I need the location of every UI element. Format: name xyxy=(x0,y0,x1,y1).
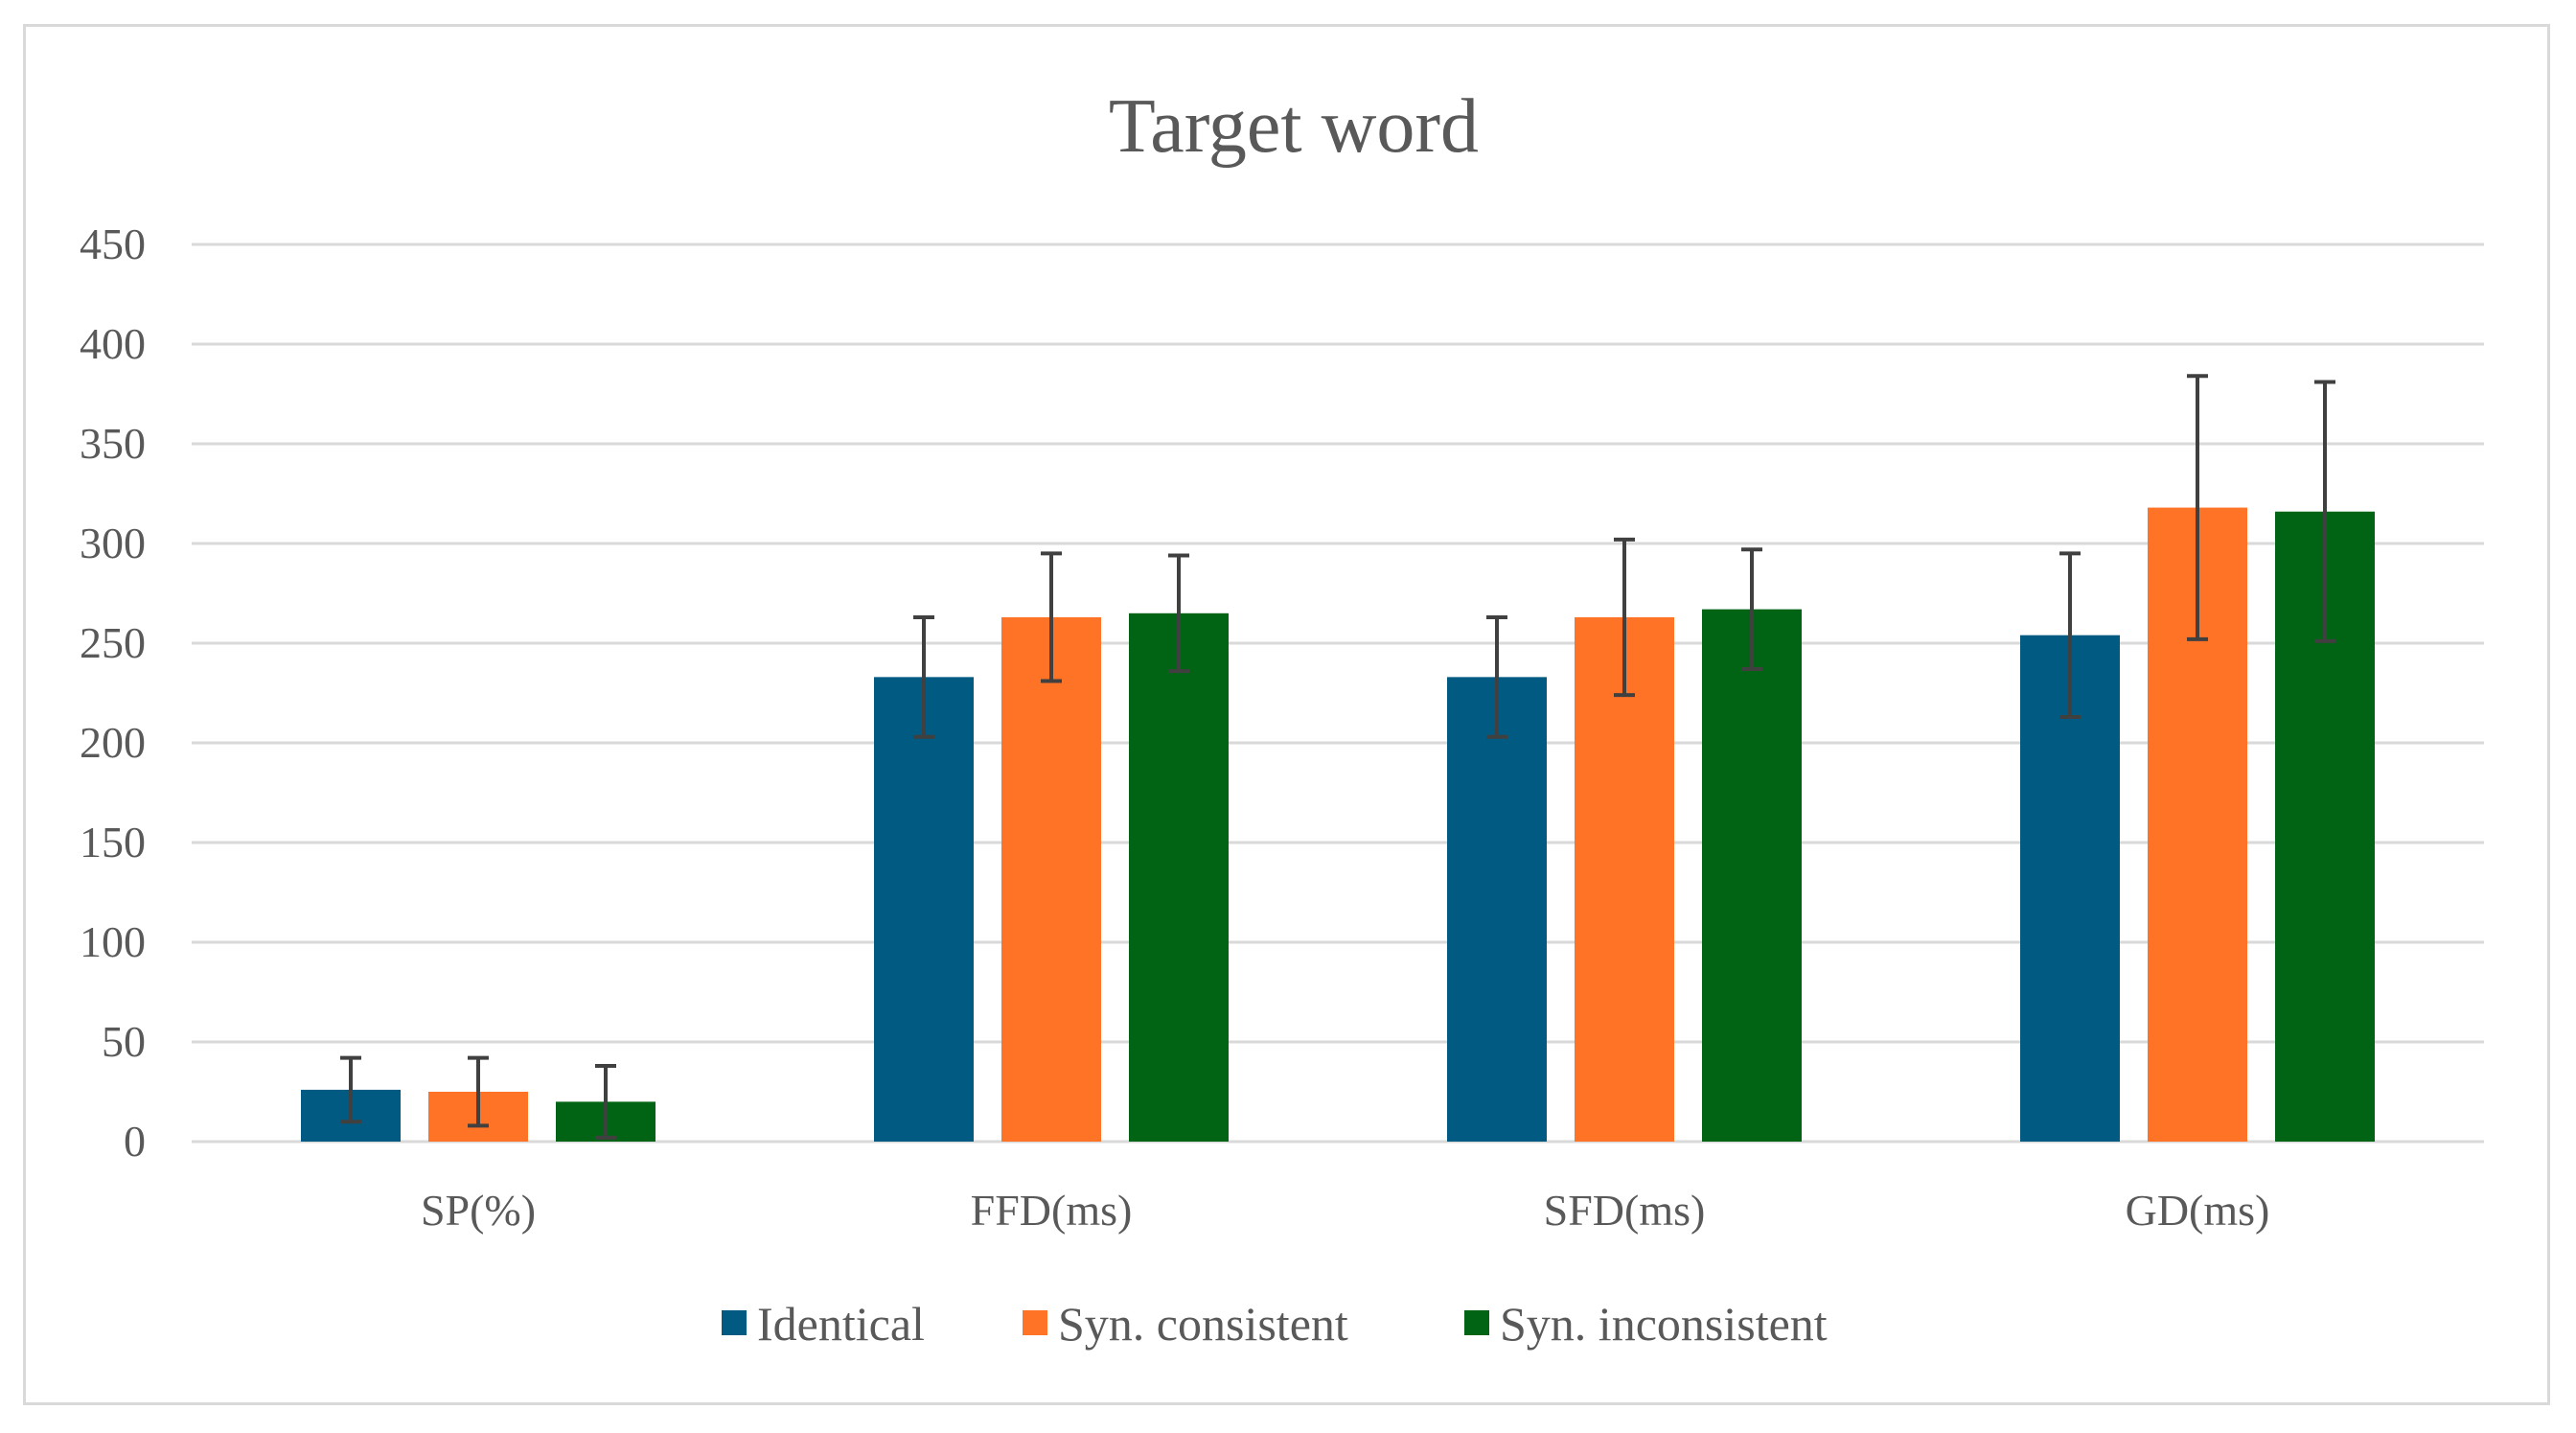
legend-label: Syn. inconsistent xyxy=(1500,1297,1828,1351)
y-tick-label: 400 xyxy=(80,319,146,368)
bar xyxy=(1001,616,1101,1142)
x-axis-ticks: SP(%) FFD(ms) SFD(ms) GD(ms) xyxy=(421,1186,2269,1235)
y-tick-label: 150 xyxy=(80,818,146,867)
y-tick-label: 350 xyxy=(80,419,146,468)
chart-frame xyxy=(23,24,2550,1405)
legend-swatch xyxy=(1023,1310,1047,1335)
chart-title: Target word xyxy=(1109,84,1479,169)
error-bars xyxy=(340,374,2335,1140)
bar xyxy=(1575,616,1674,1142)
legend-label: Identical xyxy=(757,1297,925,1351)
bar xyxy=(1447,677,1547,1142)
y-tick-label: 50 xyxy=(102,1017,146,1066)
bar xyxy=(1129,612,1229,1142)
gridlines xyxy=(192,243,2484,1144)
bars xyxy=(301,507,2375,1142)
legend-swatch xyxy=(722,1310,747,1335)
y-tick-label: 200 xyxy=(80,718,146,767)
x-tick-label: SP(%) xyxy=(421,1186,536,1235)
bar xyxy=(1702,609,1802,1142)
bar xyxy=(2020,635,2120,1142)
legend: Identical Syn. consistent Syn. inconsisten… xyxy=(722,1297,1828,1351)
y-axis-ticks: 0 50 100 150 200 250 300 350 400 450 xyxy=(80,220,146,1166)
y-tick-label: 0 xyxy=(124,1117,146,1166)
x-tick-label: GD(ms) xyxy=(2126,1186,2270,1235)
x-tick-label: FFD(ms) xyxy=(971,1186,1133,1235)
y-tick-label: 100 xyxy=(80,917,146,966)
legend-swatch xyxy=(1464,1310,1489,1335)
legend-label: Syn. consistent xyxy=(1058,1297,1348,1351)
x-tick-label: SFD(ms) xyxy=(1544,1186,1706,1235)
y-tick-label: 450 xyxy=(80,220,146,268)
y-tick-label: 300 xyxy=(80,519,146,567)
bar xyxy=(874,677,974,1142)
y-tick-label: 250 xyxy=(80,618,146,667)
